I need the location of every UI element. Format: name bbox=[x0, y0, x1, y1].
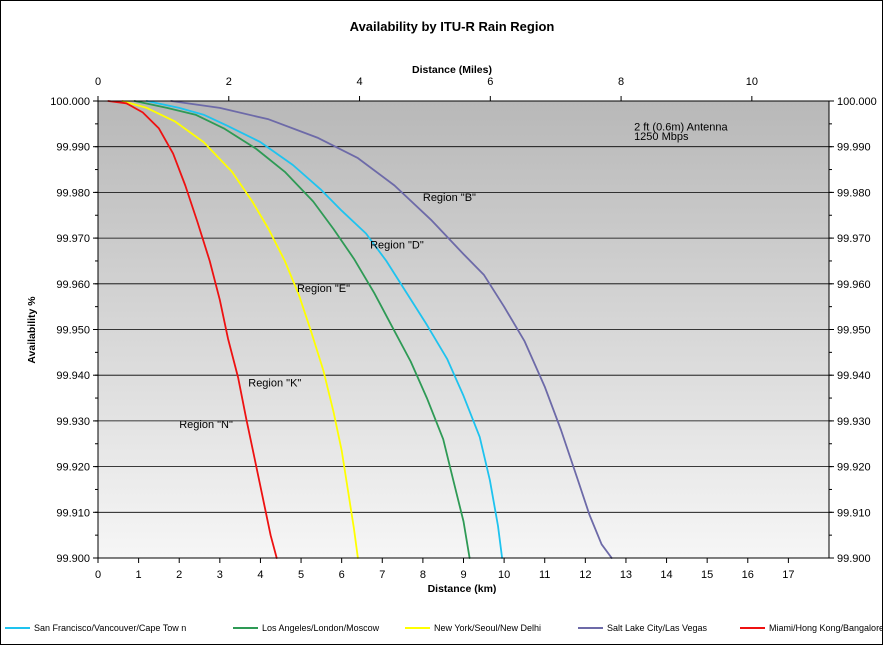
plot-border bbox=[97, 100, 830, 559]
legend-label-0: San Francisco/Vancouver/Cape Tow n bbox=[34, 623, 186, 633]
x-tick-label: 7 bbox=[379, 569, 385, 581]
y-tick-label-right: 99.930 bbox=[837, 416, 871, 428]
x-tick-label: 11 bbox=[539, 569, 550, 581]
x-tick-label: 14 bbox=[660, 569, 672, 581]
x-tick-label: 2 bbox=[176, 569, 182, 581]
annotation-label: Region "B" bbox=[423, 192, 476, 204]
y-axis-title: Availability % bbox=[26, 296, 38, 364]
y-tick-label-left: 99.980 bbox=[56, 187, 90, 199]
y-tick-label-left: 99.950 bbox=[56, 325, 90, 337]
y-tick-label-left: 99.960 bbox=[56, 279, 90, 291]
x2-tick-label: 6 bbox=[487, 76, 493, 88]
x-tick-label: 16 bbox=[742, 569, 754, 581]
y-tick-label-left: 99.970 bbox=[56, 233, 90, 245]
y-tick-label-left: 99.920 bbox=[56, 462, 90, 474]
annotation-label: Region "D" bbox=[370, 240, 424, 252]
y-tick-label-left: 99.930 bbox=[56, 416, 90, 428]
top-axis-title: Distance (Miles) bbox=[412, 64, 492, 76]
legend-label-3: Salt Lake City/Las Vegas bbox=[607, 623, 708, 633]
series-lines bbox=[107, 100, 613, 559]
x-tick-label: 10 bbox=[498, 569, 510, 581]
series-line-0 bbox=[145, 100, 503, 559]
y-tick-label-right: 99.940 bbox=[837, 370, 871, 382]
annotation-label: Region "E" bbox=[297, 283, 350, 295]
x2-tick-label: 4 bbox=[356, 76, 362, 88]
series-line-3 bbox=[170, 100, 613, 559]
series-line-4 bbox=[107, 100, 278, 559]
x-tick-label: 13 bbox=[620, 569, 632, 581]
x-tick-label: 8 bbox=[420, 569, 426, 581]
x-tick-label: 6 bbox=[339, 569, 345, 581]
bottom-axis-title: Distance (km) bbox=[428, 583, 497, 595]
x2-tick-label: 8 bbox=[618, 76, 624, 88]
x-tick-label: 17 bbox=[782, 569, 794, 581]
x-tick-label: 12 bbox=[579, 569, 591, 581]
legend-label-2: New York/Seoul/New Delhi bbox=[434, 623, 541, 633]
y-tick-label-right: 99.980 bbox=[837, 187, 871, 199]
y-tick-label-left: 99.940 bbox=[56, 370, 90, 382]
x2-tick-label: 10 bbox=[746, 76, 758, 88]
x2-tick-label: 2 bbox=[226, 76, 232, 88]
annotation-label: Region "K" bbox=[248, 378, 301, 390]
legend: San Francisco/Vancouver/Cape Tow n Los An… bbox=[5, 623, 883, 633]
series-line-1 bbox=[133, 100, 471, 559]
annotation-label: Region "N" bbox=[179, 419, 233, 431]
annotation-label: 2 ft (0.6m) Antenna bbox=[634, 122, 728, 134]
x-tick-label: 15 bbox=[701, 569, 713, 581]
y-tick-label-right: 99.900 bbox=[837, 553, 871, 565]
y-tick-label-left: 99.990 bbox=[56, 142, 90, 154]
axis-ticks: 99.900 99.900 99.910 99.910 99.920 99.920 99.9… bbox=[50, 76, 877, 581]
x-tick-label: 3 bbox=[217, 569, 223, 581]
x-tick-label: 1 bbox=[136, 569, 142, 581]
y-tick-label-right: 99.910 bbox=[837, 507, 871, 519]
x-tick-label: 4 bbox=[257, 569, 263, 581]
x-tick-label: 0 bbox=[95, 569, 101, 581]
y-tick-label-right: 100.000 bbox=[837, 96, 877, 108]
y-tick-label-right: 99.950 bbox=[837, 325, 871, 337]
y-tick-label-right: 99.970 bbox=[837, 233, 871, 245]
y-tick-label-left: 100.000 bbox=[50, 96, 90, 108]
annotation-label: 1250 Mbps bbox=[634, 131, 689, 143]
x2-tick-label: 0 bbox=[95, 76, 101, 88]
legend-label-4: Miami/Hong Kong/Bangalore bbox=[769, 623, 883, 633]
chart-title: Availability by ITU-R Rain Region bbox=[350, 19, 555, 34]
y-tick-label-right: 99.990 bbox=[837, 142, 871, 154]
x-tick-label: 5 bbox=[298, 569, 304, 581]
legend-label-1: Los Angeles/London/Moscow bbox=[262, 623, 380, 633]
series-line-2 bbox=[121, 100, 359, 559]
y-tick-label-left: 99.910 bbox=[56, 507, 90, 519]
y-tick-label-right: 99.960 bbox=[837, 279, 871, 291]
y-tick-label-right: 99.920 bbox=[837, 462, 871, 474]
y-tick-label-left: 99.900 bbox=[56, 553, 90, 565]
x-tick-label: 9 bbox=[460, 569, 466, 581]
